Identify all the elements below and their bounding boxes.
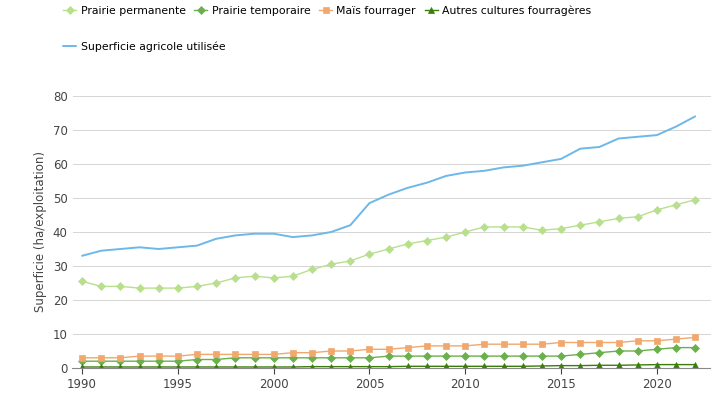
Legend: Superficie agricole utilisée: Superficie agricole utilisée [63,42,225,52]
Legend: Prairie permanente, Prairie temporaire, Maïs fourrager, Autres cultures fourragè: Prairie permanente, Prairie temporaire, … [63,6,591,16]
Y-axis label: Superficie (ha/exploitation): Superficie (ha/exploitation) [34,152,47,312]
